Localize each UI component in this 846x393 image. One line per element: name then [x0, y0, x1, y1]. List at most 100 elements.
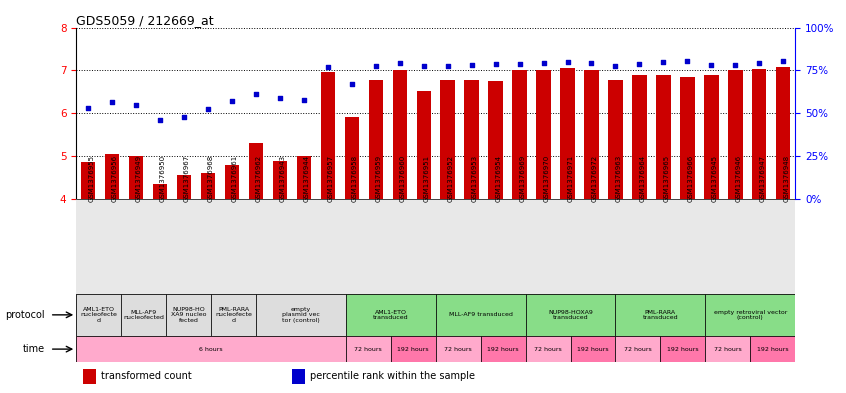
Point — [752, 59, 766, 66]
Bar — [608, 80, 623, 199]
Bar — [416, 91, 431, 199]
Point — [393, 59, 406, 66]
Bar — [656, 75, 671, 199]
Point — [513, 61, 526, 67]
Text: GSM1376966: GSM1376966 — [687, 154, 694, 202]
Point — [536, 59, 550, 66]
Text: 6 hours: 6 hours — [199, 347, 222, 352]
Point — [369, 63, 382, 69]
Text: GSM1376948: GSM1376948 — [783, 154, 789, 202]
Bar — [436, 336, 481, 362]
Bar — [211, 294, 255, 336]
Bar — [585, 70, 599, 199]
Bar — [81, 162, 96, 199]
Point — [321, 64, 334, 70]
Text: NUP98-HOXA9
transduced: NUP98-HOXA9 transduced — [548, 310, 593, 320]
Text: GSM1376963: GSM1376963 — [615, 154, 622, 202]
Point — [633, 61, 646, 67]
Bar — [177, 175, 191, 199]
Point — [105, 99, 118, 106]
Point — [464, 62, 478, 68]
Bar — [249, 143, 263, 199]
Bar — [661, 336, 706, 362]
Point — [225, 98, 239, 104]
Bar — [121, 294, 166, 336]
Bar — [570, 336, 615, 362]
Text: AML1-ETO
nucleofecte
d: AML1-ETO nucleofecte d — [80, 307, 117, 323]
Point — [81, 105, 95, 111]
Text: 72 hours: 72 hours — [624, 347, 651, 352]
Bar — [513, 70, 527, 199]
Text: GSM1376969: GSM1376969 — [519, 154, 525, 202]
Bar — [464, 80, 479, 199]
Text: GSM1376961: GSM1376961 — [232, 154, 238, 202]
Text: GSM1376959: GSM1376959 — [376, 154, 382, 202]
Bar — [76, 336, 346, 362]
Bar — [321, 72, 335, 199]
Bar — [536, 70, 551, 199]
Text: MLL-AF9 transduced: MLL-AF9 transduced — [448, 312, 513, 318]
Bar — [297, 156, 311, 199]
Bar — [706, 336, 750, 362]
Text: GSM1376945: GSM1376945 — [711, 154, 717, 202]
Text: GSM1376947: GSM1376947 — [759, 154, 766, 202]
Bar — [752, 70, 766, 199]
Bar — [166, 294, 211, 336]
Bar — [272, 161, 287, 199]
Text: GSM1376972: GSM1376972 — [591, 154, 597, 202]
Text: GSM1376958: GSM1376958 — [352, 154, 358, 202]
Point — [273, 95, 287, 101]
Text: 192 hours: 192 hours — [757, 347, 788, 352]
Text: time: time — [23, 344, 45, 354]
Bar — [525, 336, 570, 362]
Text: GSM1376971: GSM1376971 — [568, 154, 574, 202]
Text: GSM1376955: GSM1376955 — [88, 154, 94, 202]
Point — [249, 91, 262, 97]
Point — [153, 116, 167, 123]
Point — [777, 58, 790, 64]
Bar — [776, 67, 790, 199]
Bar — [346, 294, 436, 336]
Bar — [255, 294, 346, 336]
Bar — [76, 294, 121, 336]
Point — [177, 114, 190, 120]
Text: GSM1376952: GSM1376952 — [448, 154, 453, 202]
Point — [201, 106, 215, 112]
Text: GSM1376951: GSM1376951 — [424, 154, 430, 202]
Bar — [750, 336, 795, 362]
Text: GSM1376943: GSM1376943 — [280, 154, 286, 202]
Text: GSM1376965: GSM1376965 — [663, 154, 669, 202]
Point — [561, 59, 574, 65]
Bar — [201, 173, 215, 199]
Text: GSM1376956: GSM1376956 — [112, 154, 118, 202]
Bar — [83, 369, 96, 384]
Text: 72 hours: 72 hours — [444, 347, 472, 352]
Text: GSM1376957: GSM1376957 — [327, 154, 334, 202]
Text: AML1-ETO
transduced: AML1-ETO transduced — [373, 310, 409, 320]
Text: 192 hours: 192 hours — [398, 347, 429, 352]
Bar — [436, 294, 525, 336]
Text: 72 hours: 72 hours — [714, 347, 742, 352]
Text: PML-RARA
transduced: PML-RARA transduced — [643, 310, 678, 320]
Text: GSM1376953: GSM1376953 — [471, 154, 478, 202]
Bar — [344, 117, 359, 199]
Text: GSM1376962: GSM1376962 — [255, 154, 262, 202]
Point — [585, 59, 598, 66]
Point — [297, 97, 310, 103]
Text: GSM1376970: GSM1376970 — [543, 154, 550, 202]
Text: GSM1376950: GSM1376950 — [160, 154, 166, 202]
Point — [656, 59, 670, 65]
Text: GSM1376964: GSM1376964 — [640, 154, 645, 202]
Text: GSM1376968: GSM1376968 — [208, 154, 214, 202]
Text: 72 hours: 72 hours — [354, 347, 382, 352]
Bar — [346, 336, 391, 362]
Text: GDS5059 / 212669_at: GDS5059 / 212669_at — [76, 15, 214, 28]
Text: percentile rank within the sample: percentile rank within the sample — [310, 371, 475, 381]
Point — [417, 63, 431, 69]
Text: GSM1376954: GSM1376954 — [496, 154, 502, 202]
Bar — [391, 336, 436, 362]
Bar — [369, 80, 383, 199]
Point — [705, 62, 718, 68]
Bar — [153, 184, 168, 199]
Bar — [680, 77, 695, 199]
